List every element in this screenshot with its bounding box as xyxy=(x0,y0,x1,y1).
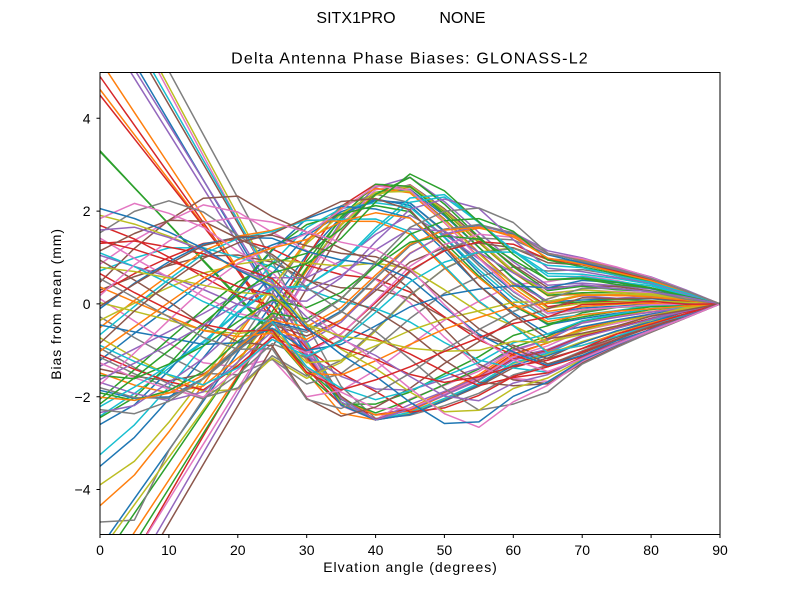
svg-text:Elvation angle (degrees): Elvation angle (degrees) xyxy=(323,559,498,575)
svg-text:0: 0 xyxy=(96,542,104,558)
svg-text:Delta Antenna Phase Biases: GL: Delta Antenna Phase Biases: GLONASS-L2 xyxy=(231,51,589,68)
svg-text:60: 60 xyxy=(506,542,522,558)
svg-text:70: 70 xyxy=(574,542,590,558)
svg-text:Bias from mean (mm): Bias from mean (mm) xyxy=(48,228,64,380)
svg-text:30: 30 xyxy=(299,542,315,558)
svg-text:90: 90 xyxy=(712,542,728,558)
svg-text:2: 2 xyxy=(83,203,91,219)
svg-text:20: 20 xyxy=(230,542,246,558)
svg-text:−2: −2 xyxy=(75,389,91,405)
svg-text:50: 50 xyxy=(437,542,453,558)
svg-text:0: 0 xyxy=(83,296,91,312)
svg-text:−4: −4 xyxy=(75,482,91,498)
svg-text:SITX1PRO: SITX1PRO xyxy=(316,10,395,27)
svg-text:80: 80 xyxy=(643,542,659,558)
svg-text:40: 40 xyxy=(368,542,384,558)
svg-text:10: 10 xyxy=(161,542,177,558)
svg-text:NONE: NONE xyxy=(439,10,485,27)
svg-text:4: 4 xyxy=(83,110,91,126)
